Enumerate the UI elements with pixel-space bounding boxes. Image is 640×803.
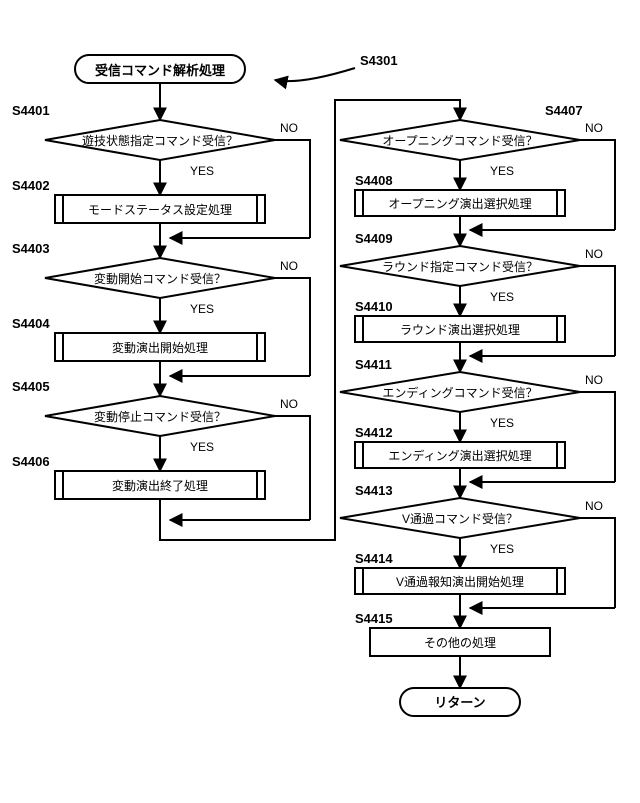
process-s4402-text: モードステータス設定処理 xyxy=(88,202,232,217)
process-s4410-text: ラウンド演出選択処理 xyxy=(400,322,520,337)
decision-s4407-text: オープニングコマンド受信？ xyxy=(382,134,537,148)
yes-d3-l: YES xyxy=(190,440,214,454)
process-s4406: 変動演出終了処理 xyxy=(55,471,265,499)
return-terminator: リターン xyxy=(400,688,520,716)
process-s4414-text: V通過報知演出開始処理 xyxy=(396,574,524,589)
no-d3-l: NO xyxy=(280,397,298,411)
process-s4404: 変動演出開始処理 xyxy=(55,333,265,361)
yes-d1-r: YES xyxy=(490,164,514,178)
process-s4415-text: その他の処理 xyxy=(424,636,496,650)
step-s4410-label: S4410 xyxy=(355,299,393,314)
process-s4404-text: 変動演出開始処理 xyxy=(112,340,208,355)
yes-d3-r: YES xyxy=(490,416,514,430)
process-s4412-text: エンディング演出選択処理 xyxy=(388,448,531,463)
process-s4408-text: オープニング演出選択処理 xyxy=(388,196,531,211)
process-s4412: エンディング演出選択処理 xyxy=(355,442,565,468)
yes-d1-l: YES xyxy=(190,164,214,178)
process-s4408: オープニング演出選択処理 xyxy=(355,190,565,216)
step-s4407-label: S4407 xyxy=(545,103,583,118)
decision-s4401: 遊技状態指定コマンド受信？ xyxy=(45,120,275,160)
figure-id: S4301 xyxy=(360,53,398,68)
process-s4402: モードステータス設定処理 xyxy=(55,195,265,223)
decision-s4411: エンディングコマンド受信？ xyxy=(340,372,580,412)
no-d1-l: NO xyxy=(280,121,298,135)
process-s4415: その他の処理 xyxy=(370,628,550,656)
decision-s4405: 変動停止コマンド受信？ xyxy=(45,396,275,436)
process-s4410: ラウンド演出選択処理 xyxy=(355,316,565,342)
step-s4412-label: S4412 xyxy=(355,425,393,440)
decision-s4411-text: エンディングコマンド受信？ xyxy=(382,385,537,400)
step-s4406-label: S4406 xyxy=(12,454,50,469)
start-label: 受信コマンド解析処理 xyxy=(95,63,225,78)
yes-d4-r: YES xyxy=(490,542,514,556)
step-s4402-label: S4402 xyxy=(12,178,50,193)
step-s4409-label: S4409 xyxy=(355,231,393,246)
step-s4401-label: S4401 xyxy=(12,103,50,118)
step-s4411-label: S4411 xyxy=(355,357,392,372)
start-terminator: 受信コマンド解析処理 xyxy=(75,55,245,83)
process-s4406-text: 変動演出終了処理 xyxy=(112,478,208,493)
step-s4408-label: S4408 xyxy=(355,173,393,188)
yes-d2-r: YES xyxy=(490,290,514,304)
step-s4414-label: S4414 xyxy=(355,551,393,566)
decision-s4407: オープニングコマンド受信？ xyxy=(340,120,580,160)
no-d1-r: NO xyxy=(585,121,603,135)
decision-s4413: V通過コマンド受信？ xyxy=(340,498,580,538)
step-s4415-label: S4415 xyxy=(355,611,393,626)
no-d4-r: NO xyxy=(585,499,603,513)
no-d2-r: NO xyxy=(585,247,603,261)
step-s4405-label: S4405 xyxy=(12,379,50,394)
yes-d2-l: YES xyxy=(190,302,214,316)
decision-s4405-text: 変動停止コマンド受信？ xyxy=(94,409,226,424)
decision-s4403-text: 変動開始コマンド受信？ xyxy=(94,271,226,286)
no-d2-l: NO xyxy=(280,259,298,273)
process-s4414: V通過報知演出開始処理 xyxy=(355,568,565,594)
decision-s4403: 変動開始コマンド受信？ xyxy=(45,258,275,298)
step-s4403-label: S4403 xyxy=(12,241,50,256)
decision-s4409-text: ラウンド指定コマンド受信？ xyxy=(382,259,538,274)
decision-s4409: ラウンド指定コマンド受信？ xyxy=(340,246,580,286)
decision-s4401-text: 遊技状態指定コマンド受信？ xyxy=(82,133,238,148)
no-d3-r: NO xyxy=(585,373,603,387)
return-label: リターン xyxy=(434,695,485,710)
step-s4413-label: S4413 xyxy=(355,483,393,498)
decision-s4413-text: V通過コマンド受信？ xyxy=(402,512,518,526)
step-s4404-label: S4404 xyxy=(12,316,50,331)
